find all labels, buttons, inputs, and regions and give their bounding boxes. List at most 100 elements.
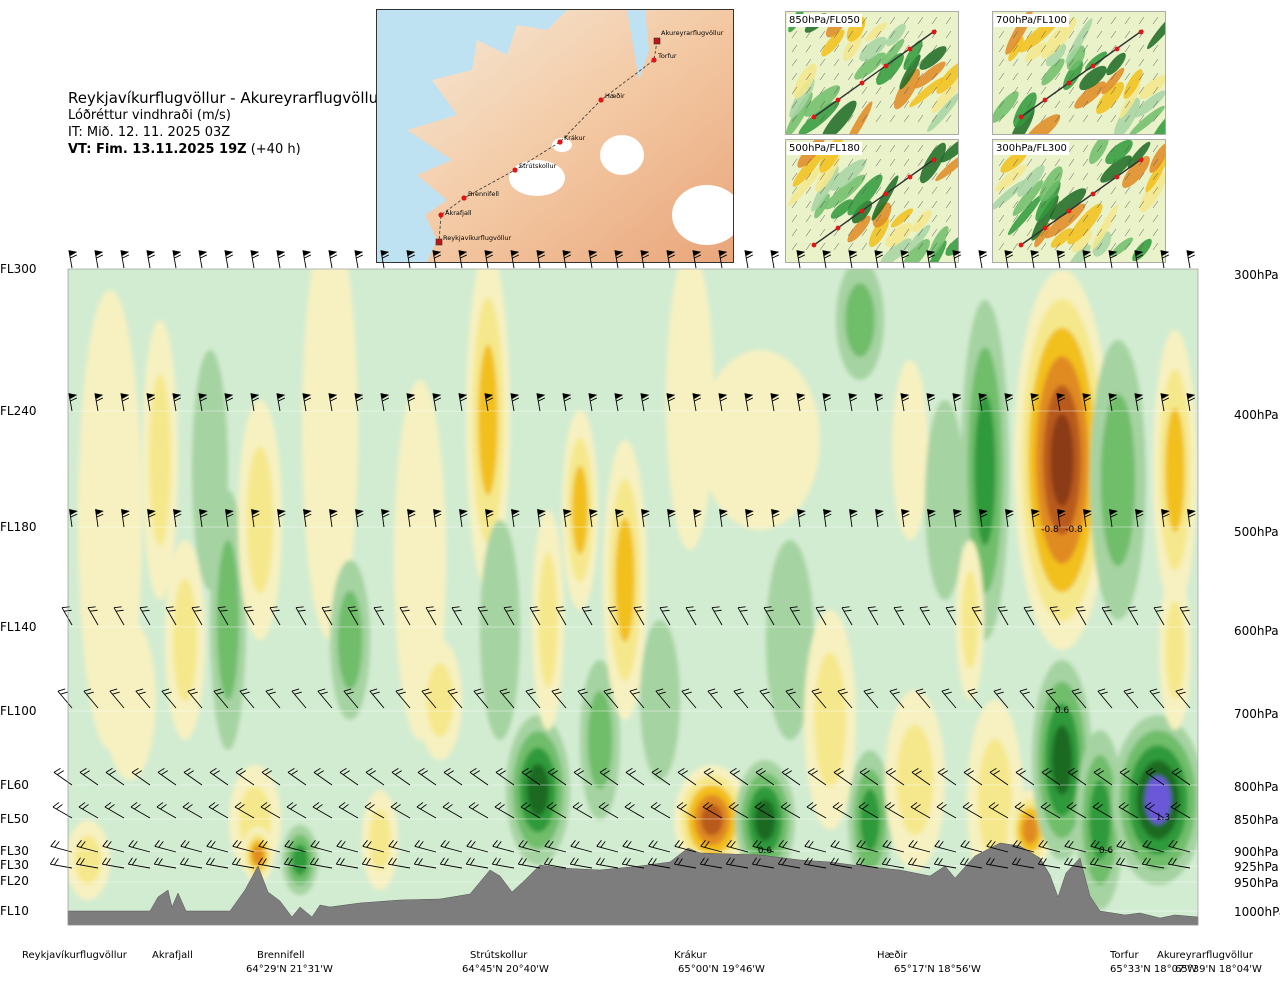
wind-barb xyxy=(536,393,546,412)
x-location-coord: 64°45'N 20°40'W xyxy=(462,964,549,975)
panel-barb xyxy=(805,186,812,195)
y-tick-left: FL10 xyxy=(0,904,29,918)
panel-barb xyxy=(931,86,938,95)
wind-barb xyxy=(811,688,827,709)
panel-barb xyxy=(1054,58,1061,67)
wind-barb xyxy=(443,767,463,786)
y-tick-left: FL240 xyxy=(0,404,37,418)
wind-barb xyxy=(595,857,619,869)
wind-barb xyxy=(1141,857,1165,869)
panel-barb xyxy=(1040,86,1047,95)
wind-barb xyxy=(882,840,905,853)
y-tick-left: FL20 xyxy=(0,874,29,888)
y-tick-right: 950hPa xyxy=(1234,876,1279,890)
wind-barb xyxy=(1186,250,1196,269)
panel-barb xyxy=(1138,200,1145,209)
panel-contour xyxy=(920,142,946,184)
wind-barb xyxy=(407,509,416,528)
route-point-marker xyxy=(438,212,444,218)
velocity-contour xyxy=(1051,725,1073,795)
wind-barb xyxy=(771,509,780,528)
wind-barb xyxy=(1123,688,1139,709)
panel-barb xyxy=(875,58,882,67)
glacier xyxy=(552,138,572,152)
route-point-label: Torfur xyxy=(657,52,677,60)
panel-barb xyxy=(1152,214,1159,223)
panel-contour xyxy=(899,54,921,90)
panel-barb xyxy=(903,58,910,67)
wind-barb xyxy=(469,767,489,786)
value-annotation: 0.6 xyxy=(758,846,773,856)
panel-barb xyxy=(1110,44,1117,53)
panel-barb xyxy=(998,30,1005,39)
panel-barb xyxy=(861,172,868,181)
panel-barb xyxy=(1054,200,1061,209)
panel-barb xyxy=(805,86,812,95)
wind-barb xyxy=(232,840,255,853)
wind-barb xyxy=(1064,840,1087,853)
panel-barb xyxy=(945,86,952,95)
wind-barb xyxy=(182,802,203,819)
wind-barb xyxy=(702,802,723,819)
panel-barb xyxy=(1040,114,1047,123)
value-annotation: 0.6 xyxy=(1099,846,1114,856)
velocity-contour xyxy=(368,809,392,871)
panel-route-point xyxy=(1090,191,1096,197)
wind-barb xyxy=(329,509,338,528)
panel-barb xyxy=(1096,16,1103,25)
wind-barb xyxy=(257,857,281,869)
wind-barb xyxy=(153,857,177,869)
panel-barb xyxy=(1026,30,1033,39)
panel-barb xyxy=(1124,30,1131,39)
panel-contour xyxy=(880,238,912,262)
wind-barb xyxy=(1004,250,1014,269)
wind-barb xyxy=(737,606,749,626)
panel-barb xyxy=(998,228,1005,237)
wind-barb xyxy=(796,250,806,269)
panel-barb xyxy=(1026,214,1033,223)
wind-barb xyxy=(239,688,255,709)
panel-contour xyxy=(1050,228,1074,248)
wind-barb xyxy=(50,840,73,853)
panel-contour xyxy=(1039,166,1063,202)
panel-barb xyxy=(998,72,1005,81)
wind-barb xyxy=(685,606,697,626)
panel-barb xyxy=(1082,114,1089,123)
wind-barb xyxy=(79,767,99,786)
wind-barb xyxy=(1179,606,1191,626)
panel-barb xyxy=(861,86,868,95)
panel-barb xyxy=(1082,86,1089,95)
panel-contour xyxy=(811,166,839,212)
wind-barb xyxy=(511,509,520,528)
y-tick-left: FL300 xyxy=(0,262,37,276)
fjord xyxy=(627,10,649,80)
panel-contour xyxy=(872,202,892,228)
panel-barb xyxy=(1138,16,1145,25)
wind-barb xyxy=(225,509,234,528)
panel-barb xyxy=(931,16,938,25)
panel-contour xyxy=(1100,155,1132,183)
panel-barb xyxy=(1110,30,1117,39)
panel-barb xyxy=(875,114,882,123)
panel-barb xyxy=(945,158,952,167)
wind-barb xyxy=(250,250,260,269)
wind-barb xyxy=(1127,606,1139,626)
panel-contour xyxy=(1092,231,1112,257)
panel-barb xyxy=(1026,44,1033,53)
x-location-coord: 64°29'N 21°31'W xyxy=(246,964,333,975)
panel-contour xyxy=(786,92,813,134)
wind-barb xyxy=(146,250,156,269)
panel-barb xyxy=(1152,228,1159,237)
panel-barb xyxy=(1026,86,1033,95)
wind-barb xyxy=(1041,767,1061,786)
panel-barb xyxy=(1012,228,1019,237)
wind-barb xyxy=(624,802,645,819)
panel-barb xyxy=(1082,30,1089,39)
wind-barb xyxy=(707,688,723,709)
wind-barb xyxy=(224,393,234,412)
wind-barb xyxy=(251,509,260,528)
panel-barb xyxy=(1026,186,1033,195)
panel-barb xyxy=(945,72,952,81)
wind-barb xyxy=(755,767,775,786)
wind-barb xyxy=(381,509,390,528)
